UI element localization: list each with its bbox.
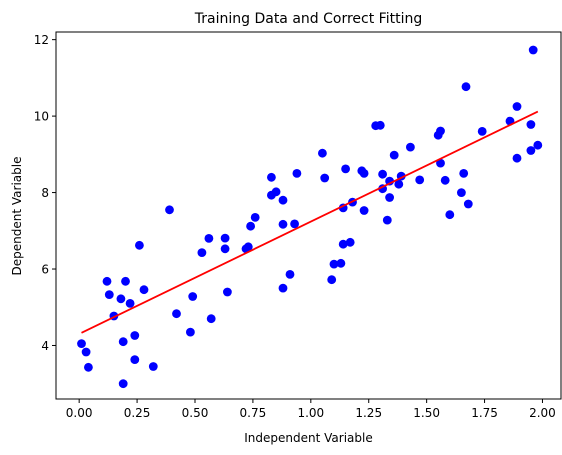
data-point bbox=[243, 242, 253, 252]
data-point bbox=[121, 276, 130, 286]
data-point bbox=[204, 234, 214, 243]
data-point bbox=[118, 337, 128, 347]
data-point bbox=[375, 120, 385, 130]
data-point bbox=[320, 173, 330, 183]
data-point bbox=[130, 355, 140, 364]
data-point bbox=[172, 309, 181, 319]
data-point bbox=[463, 199, 473, 209]
data-point bbox=[292, 169, 302, 178]
data-point bbox=[188, 292, 198, 301]
data-point bbox=[338, 239, 348, 249]
data-point bbox=[220, 233, 230, 243]
data-point bbox=[206, 314, 216, 324]
data-point bbox=[528, 45, 538, 55]
data-point bbox=[406, 142, 415, 152]
x-axis-label: Independent Variable bbox=[244, 431, 372, 445]
data-point bbox=[246, 221, 256, 231]
x-tick-label: 0.50 bbox=[182, 406, 209, 420]
data-point bbox=[290, 219, 299, 229]
data-point bbox=[135, 240, 144, 250]
data-point bbox=[148, 362, 158, 371]
data-point bbox=[378, 169, 387, 179]
data-point bbox=[336, 258, 346, 268]
x-tick-label: 0.25 bbox=[124, 406, 151, 420]
x-tick-label: 1.50 bbox=[413, 406, 440, 420]
data-point bbox=[341, 164, 350, 174]
data-point bbox=[84, 362, 93, 372]
data-point bbox=[77, 339, 86, 348]
data-point bbox=[250, 213, 260, 222]
data-point bbox=[436, 158, 445, 168]
data-point bbox=[445, 210, 455, 220]
data-point bbox=[130, 331, 140, 340]
data-point bbox=[385, 193, 394, 202]
y-tick-label: 8 bbox=[41, 186, 49, 200]
data-point bbox=[116, 294, 126, 304]
x-tick-label: 1.25 bbox=[355, 406, 382, 420]
y-tick-label: 4 bbox=[41, 339, 49, 353]
x-tick-label: 0.75 bbox=[240, 406, 267, 420]
y-tick-label: 6 bbox=[41, 263, 49, 277]
data-point bbox=[512, 102, 522, 111]
data-point bbox=[436, 126, 445, 136]
data-points bbox=[77, 45, 543, 389]
data-point bbox=[477, 126, 487, 136]
data-point bbox=[118, 379, 128, 389]
data-point bbox=[197, 248, 207, 257]
data-point bbox=[271, 187, 281, 197]
data-point bbox=[285, 270, 295, 279]
y-axis: 4 6 8 10 12 bbox=[34, 33, 56, 353]
x-tick-label: 0.00 bbox=[66, 406, 93, 420]
data-point bbox=[267, 172, 276, 182]
data-point bbox=[345, 237, 355, 247]
data-point bbox=[278, 283, 288, 293]
fit-line bbox=[81, 110, 539, 334]
data-point bbox=[394, 179, 404, 189]
fit-line-layer bbox=[81, 110, 539, 334]
data-point bbox=[459, 169, 469, 178]
data-point bbox=[278, 219, 288, 229]
data-point bbox=[81, 347, 91, 357]
plot-frame bbox=[55, 31, 562, 400]
data-point bbox=[382, 215, 392, 225]
data-point bbox=[220, 244, 230, 254]
data-point bbox=[526, 146, 536, 155]
data-point bbox=[329, 259, 339, 269]
data-point bbox=[415, 175, 425, 185]
data-point bbox=[461, 82, 471, 92]
chart-title: Training Data and Correct Fitting bbox=[194, 11, 422, 27]
data-point bbox=[278, 195, 288, 205]
x-tick-label: 1.00 bbox=[297, 406, 324, 420]
data-point bbox=[102, 276, 112, 286]
data-point bbox=[318, 148, 327, 158]
y-tick-label: 12 bbox=[34, 33, 49, 47]
data-point bbox=[139, 285, 149, 295]
data-point bbox=[165, 205, 174, 215]
x-tick-label: 1.75 bbox=[471, 406, 498, 420]
data-point bbox=[125, 299, 135, 308]
data-point bbox=[327, 275, 337, 285]
data-point bbox=[512, 153, 522, 163]
data-point bbox=[104, 290, 114, 299]
data-point bbox=[186, 327, 195, 337]
data-point bbox=[359, 169, 369, 178]
data-point bbox=[457, 188, 466, 198]
x-axis: 0.00 0.25 0.50 0.75 1.00 1.25 1.50 1.75 2.00 bbox=[66, 399, 556, 420]
y-tick-label: 10 bbox=[34, 110, 49, 124]
data-point bbox=[223, 287, 232, 297]
x-tick-label: 2.00 bbox=[529, 406, 556, 420]
data-point bbox=[526, 120, 536, 129]
data-point bbox=[359, 206, 369, 215]
data-point bbox=[533, 140, 543, 150]
y-axis-label: Dependent Variable bbox=[10, 157, 24, 276]
data-point bbox=[389, 150, 399, 160]
data-point bbox=[440, 175, 450, 185]
